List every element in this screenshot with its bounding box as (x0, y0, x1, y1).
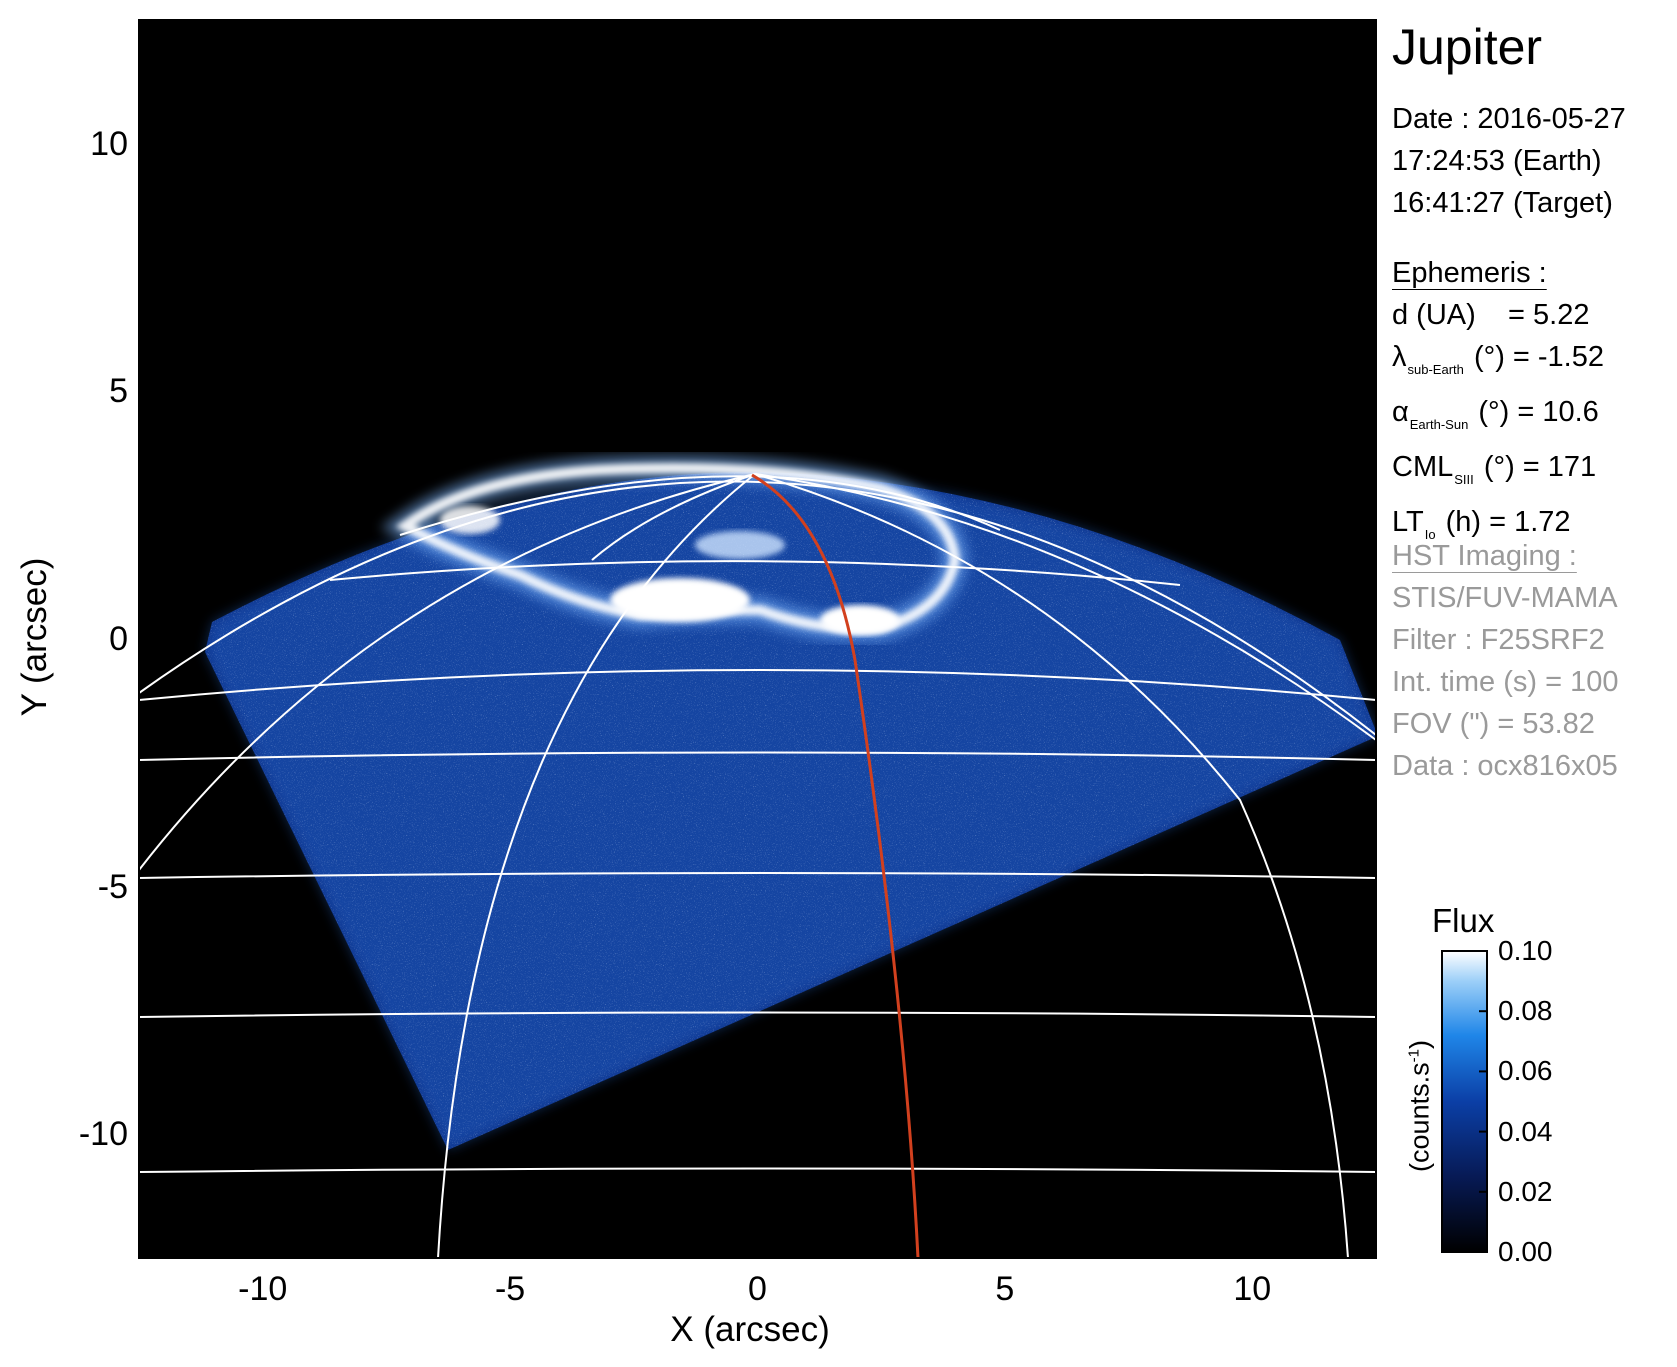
coordinate-grid (139, 473, 1376, 1258)
y-tick-label: 10 (90, 124, 128, 163)
integration-time-text: Int. time (s) = 100 (1392, 666, 1619, 698)
colorbar-scale (1441, 950, 1488, 1253)
distance-row: d (UA) = 5.22 (1392, 294, 1604, 336)
instrument-text: STIS/FUV-MAMA (1392, 582, 1618, 614)
hst-imaging-block: HST Imaging : STIS/FUV-MAMA Filter : F25… (1392, 535, 1618, 787)
colorbar-unit-close: ) (1404, 1040, 1435, 1050)
latitude-symbol: λ (1392, 341, 1407, 373)
colorbar-tick-label: 0.06 (1498, 1055, 1553, 1087)
cml-symbol: CML (1392, 451, 1454, 483)
filter-text: Filter : F25SRF2 (1392, 624, 1605, 656)
latitude-line (329, 560, 1181, 586)
longitude-line (754, 473, 1349, 1258)
x-tick-label: -5 (494, 1270, 526, 1308)
phase-row: αEarth-Sun (°) = 10.6 (1392, 391, 1604, 446)
colorbar-unit: (counts.s-1) (1405, 1040, 1436, 1172)
target-title: Jupiter (1392, 19, 1543, 75)
longitude-line (437, 473, 756, 1258)
date-text: Date : 2016-05-27 (1392, 103, 1626, 135)
plot-frame (138, 19, 1377, 1259)
y-axis-label: Y (arcsec) (15, 557, 54, 717)
x-axis-label: X (arcsec) (670, 1310, 830, 1349)
local-time-subscript: Io (1424, 527, 1436, 542)
x-tick-label: 10 (1233, 1270, 1272, 1308)
y-tick-label: -10 (78, 1115, 128, 1154)
date-block: Date : 2016-05-27 17:24:53 (Earth) 16:41… (1392, 98, 1626, 224)
local-time-symbol: LT (1392, 506, 1424, 538)
ephemeris-block: Ephemeris : d (UA) = 5.22 λsub-Earth (°)… (1392, 252, 1604, 556)
latitude-row: λsub-Earth (°) = -1.52 (1392, 336, 1604, 391)
colorbar-tick-label: 0.00 (1498, 1236, 1553, 1267)
longitude-line (139, 473, 756, 871)
local-time-value: (h) = 1.72 (1445, 506, 1571, 538)
latitude-line (139, 1011, 1376, 1018)
limb-line (139, 480, 1376, 736)
phase-subscript: Earth-Sun (1409, 417, 1469, 432)
data-id-text: Data : ocx816x05 (1392, 750, 1618, 782)
colorbar-tick-label: 0.02 (1498, 1175, 1553, 1207)
y-tick-label: -5 (97, 867, 128, 906)
latitude-line (139, 1167, 1376, 1173)
colorbar-unit-text: (counts.s (1404, 1062, 1435, 1172)
latitude-line (139, 751, 1376, 761)
cml-row: CMLSIII (°) = 171 (1392, 446, 1604, 501)
time-earth-text: 17:24:53 (Earth) (1392, 145, 1602, 177)
local-time-row: LTIo (h) = 1.72 (1392, 501, 1604, 556)
latitude-subscript: sub-Earth (1407, 362, 1464, 377)
latitude-value: (°) = -1.52 (1473, 341, 1604, 373)
x-tick-label: 5 (995, 1270, 1015, 1308)
colorbar-title: Flux (1432, 902, 1495, 939)
distance-value: = 5.22 (1508, 299, 1590, 331)
y-tick-label: 5 (109, 372, 128, 411)
y-tick-label: 0 (109, 620, 128, 658)
colorbar-tick-label: 0.04 (1498, 1115, 1553, 1147)
ephemeris-heading: Ephemeris : (1392, 257, 1547, 289)
time-target-text: 16:41:27 (Target) (1392, 187, 1613, 219)
colorbar-unit-exponent: -1 (1405, 1049, 1423, 1063)
axis-ticks (1479, 950, 1487, 1253)
hst-heading: HST Imaging : (1392, 540, 1577, 572)
longitude-line (591, 473, 756, 561)
fov-text: FOV (") = 53.82 (1392, 708, 1595, 740)
colorbar-tick-label: 0.10 (1498, 935, 1553, 966)
x-tick-label: -10 (238, 1270, 288, 1308)
distance-label: d (UA) (1392, 299, 1476, 331)
colorbar-tick-label: 0.08 (1498, 995, 1553, 1027)
reference-meridian (751, 473, 920, 1258)
latitude-line (139, 872, 1376, 879)
cml-subscript: SIII (1454, 472, 1474, 487)
latitude-line (399, 475, 1001, 536)
phase-value: (°) = 10.6 (1478, 396, 1599, 428)
x-tick-label: 0 (748, 1270, 767, 1308)
phase-symbol: α (1392, 396, 1409, 428)
longitude-line (754, 473, 1376, 741)
cml-value: (°) = 171 (1483, 451, 1597, 483)
latitude-line (139, 669, 1376, 701)
